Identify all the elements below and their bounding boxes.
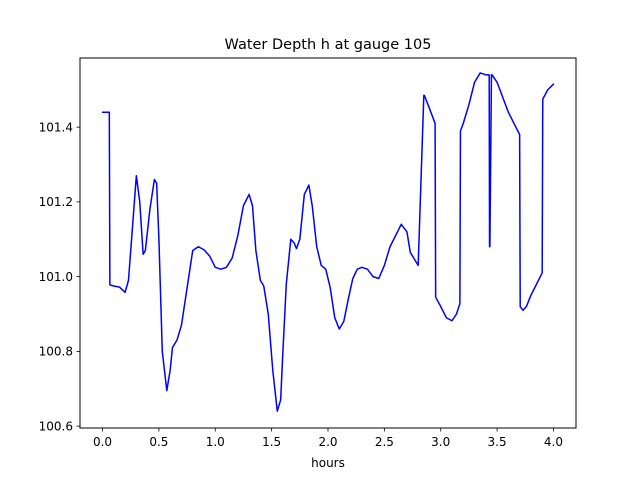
series-line-1 (101, 72, 555, 412)
y-axis: 100.6 100.8 101.0 101.2 101.4 (39, 120, 80, 433)
y-tick-label: 101.0 (39, 270, 73, 284)
y-tick-label: 100.6 (39, 419, 73, 433)
x-tick-label: 2.0 (318, 435, 337, 449)
x-tick-label: 0.0 (93, 435, 112, 449)
x-tick-label: 3.0 (431, 435, 450, 449)
x-axis: 0.0 0.5 1.0 1.5 2.0 2.5 3.0 3.5 4.0 (93, 428, 563, 449)
x-tick-label: 1.0 (206, 435, 225, 449)
y-tick-label: 100.8 (39, 345, 73, 359)
series-layer (101, 72, 555, 412)
x-tick-label: 1.5 (262, 435, 281, 449)
x-tick-label: 2.5 (375, 435, 394, 449)
x-axis-label: hours (311, 456, 345, 470)
x-tick-label: 0.5 (149, 435, 168, 449)
chart-title: Water Depth h at gauge 105 (225, 37, 432, 53)
x-tick-label: 3.5 (488, 435, 507, 449)
y-tick-label: 101.4 (39, 120, 73, 134)
y-tick-label: 101.2 (39, 195, 73, 209)
x-tick-label: 4.0 (544, 435, 563, 449)
